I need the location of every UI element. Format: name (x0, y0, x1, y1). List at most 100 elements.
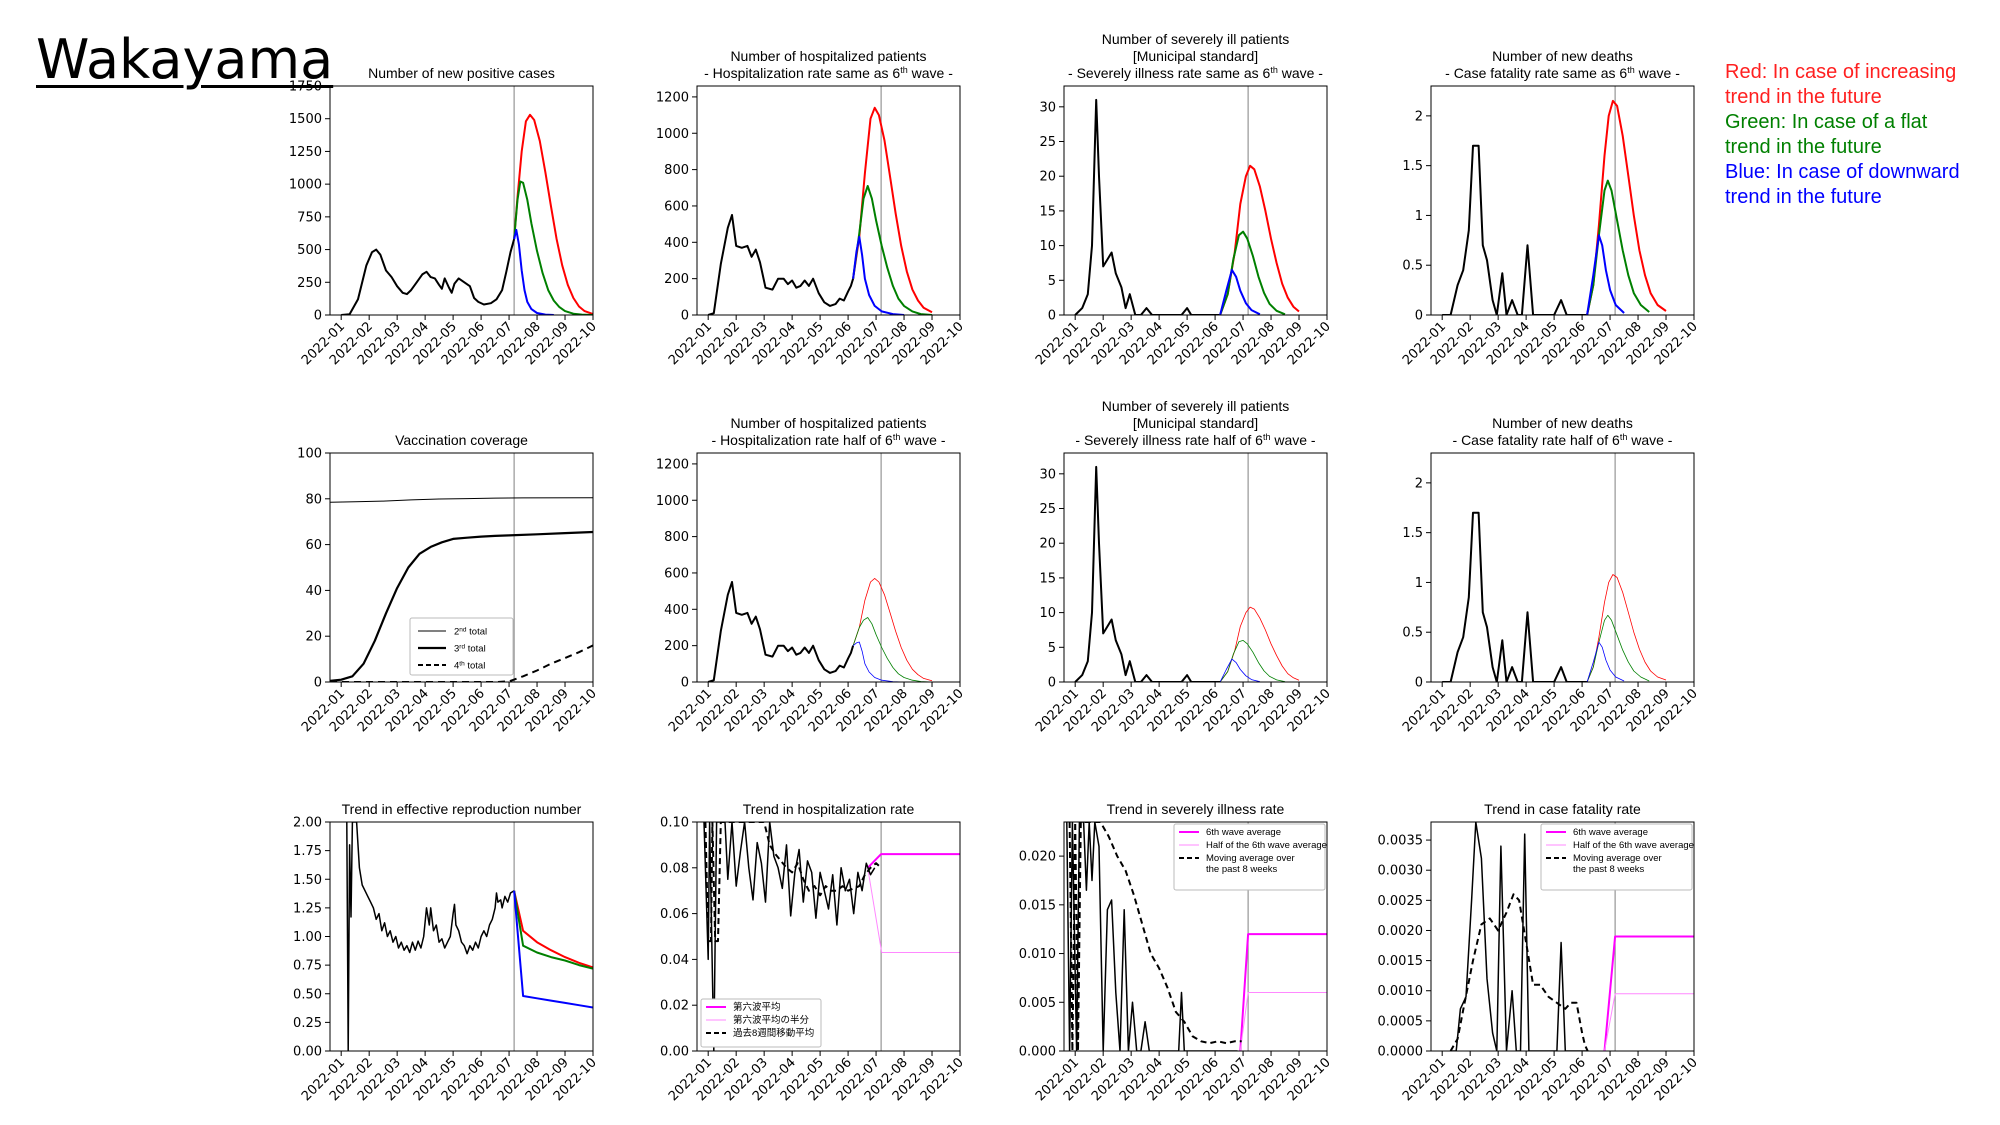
legend-box (1173, 823, 1326, 891)
series-group (703, 822, 960, 1051)
chart-severe-rate: Trend in severely illness rate 0.000 0.005… (1019, 801, 1334, 1104)
y-tick-label: 800 (664, 163, 689, 178)
y-tick-label: 80 (305, 492, 322, 507)
series-line-flat (852, 617, 933, 682)
legend-box (1540, 823, 1693, 891)
y-tick-label: 0.00 (660, 1045, 689, 1060)
y-tick-label: 100 (297, 447, 322, 462)
series-line-s0 (1603, 935, 1694, 1051)
y-tick-label: 1.25 (293, 901, 322, 916)
legend-label: 6th wave average (1573, 827, 1648, 838)
plot-frame (1063, 821, 1328, 1052)
series-line-weekly (703, 822, 876, 1051)
series-group (1074, 98, 1300, 315)
y-tick-label: 1.50 (293, 873, 322, 888)
y-tick-label: 1000 (289, 178, 322, 193)
chart-title: Vaccination coverage (395, 432, 528, 448)
y-tick-label: 15 (1039, 571, 1056, 586)
series-line-s1 (867, 867, 960, 953)
y-tick-label: 200 (664, 272, 689, 287)
series-line-flat (513, 180, 593, 315)
series-line-increase (852, 106, 933, 314)
legend-label: 3rd total (454, 644, 486, 655)
y-tick-label: 5 (1048, 274, 1056, 289)
series-line-decrease (1219, 268, 1261, 315)
legend-label: Half of the 6th wave average (1573, 840, 1694, 851)
legend-box (409, 617, 514, 676)
legend-label: 過去8週間移動平均 (733, 1027, 814, 1039)
series-group (1442, 511, 1667, 682)
series-line-decrease (513, 228, 554, 315)
chart-severe-half: Number of severely ill patients[Municipa… (1033, 398, 1334, 735)
y-tick-label: 2 (1415, 109, 1423, 124)
plot-frame (696, 85, 961, 316)
plot-frame (696, 452, 961, 683)
series-group (341, 113, 593, 315)
chart-rt-trend: Trend in effective reproduction number 0.… (293, 801, 600, 1104)
plot-frame (1430, 452, 1695, 683)
legend-label: 第六波平均の半分 (733, 1014, 810, 1026)
chart-fatality-rate: Trend in case fatality rate 0.0000 0.0005 0… (1378, 801, 1701, 1104)
y-tick-label: 1.00 (293, 930, 322, 945)
y-tick-label: 0 (1048, 309, 1056, 324)
y-tick-label: 0.0000 (1378, 1045, 1424, 1060)
y-tick-label: 500 (297, 243, 322, 258)
note-green: Green: In case of a flat trend in the fu… (1725, 111, 1928, 158)
chart-title-line: Number of severely ill patients (1102, 398, 1290, 414)
chart-title: Trend in case fatality rate (1484, 801, 1641, 817)
legend-label: 2nd total (454, 627, 487, 638)
y-tick-label: 1750 (289, 80, 322, 95)
series-line-observed (346, 822, 515, 1051)
chart-hosp-same: Number of hospitalized patients- Hospita… (656, 48, 967, 368)
chart-title: Number of new positive cases (368, 65, 555, 81)
plot-frame (1430, 821, 1695, 1052)
series-group (1074, 465, 1300, 682)
series-group (1442, 99, 1667, 315)
chart-title-line: Number of new deaths (1492, 48, 1633, 64)
y-tick-label: 0.0030 (1378, 864, 1424, 879)
series-line-decrease (1586, 234, 1625, 315)
plot-frame (329, 821, 594, 1052)
y-tick-label: 25 (1039, 502, 1056, 517)
y-tick-label: 20 (1039, 170, 1056, 185)
y-tick-label: 1200 (656, 90, 689, 105)
y-tick-label: 1000 (656, 127, 689, 142)
legend-label: Half of the 6th wave average (1206, 840, 1327, 851)
series-line-observed (707, 581, 855, 682)
series-group (707, 578, 933, 682)
chart-subtitle: - Hospitalization rate half of 6th wave … (712, 432, 946, 448)
series-group (1066, 822, 1327, 1051)
y-tick-label: 40 (305, 584, 322, 599)
series-line-decrease (1586, 641, 1625, 682)
chart-title: Trend in effective reproduction number (342, 801, 582, 817)
chart-title: Trend in severely illness rate (1107, 801, 1285, 817)
y-tick-label: 200 (664, 639, 689, 654)
series-line-observed (1442, 144, 1588, 315)
series-line-s0 (330, 497, 593, 503)
series-line-s1 (330, 530, 593, 682)
y-tick-label: 0.5 (1402, 259, 1423, 274)
legend-box (700, 998, 822, 1048)
chart-title-line: [Municipal standard] (1133, 415, 1258, 431)
y-tick-label: 0.50 (293, 987, 322, 1002)
series-line-observed (1074, 465, 1221, 682)
chart-new-cases: Number of new positive cases 0 250 500 750 10… (289, 65, 600, 368)
y-tick-label: 1.5 (1402, 526, 1423, 541)
y-tick-label: 600 (664, 566, 689, 581)
y-tick-label: 400 (664, 603, 689, 618)
chart-deaths-half: Number of new deaths- Case fatality rate… (1400, 415, 1701, 735)
chart-subtitle: - Severely illness rate same as 6th wave… (1068, 65, 1323, 81)
y-tick-label: 2 (1415, 476, 1423, 491)
series-line-s2 (1449, 893, 1589, 1051)
y-tick-label: 30 (1039, 100, 1056, 115)
color-legend-notes: Red: In case of increasing trend in the … (1725, 60, 1975, 210)
y-tick-label: 25 (1039, 135, 1056, 150)
series-line-observed (1442, 511, 1588, 682)
page-title: Wakayama (36, 28, 334, 91)
note-red: Red: In case of increasing trend in the … (1725, 61, 1957, 108)
chart-severe-same: Number of severely ill patients[Municipa… (1033, 31, 1334, 368)
series-line-s0 (1239, 933, 1327, 1051)
chart-vaccination: Vaccination coverage0204060801002022-012… (297, 432, 600, 735)
series-line-s0 (866, 853, 960, 869)
y-tick-label: 0 (1048, 676, 1056, 691)
